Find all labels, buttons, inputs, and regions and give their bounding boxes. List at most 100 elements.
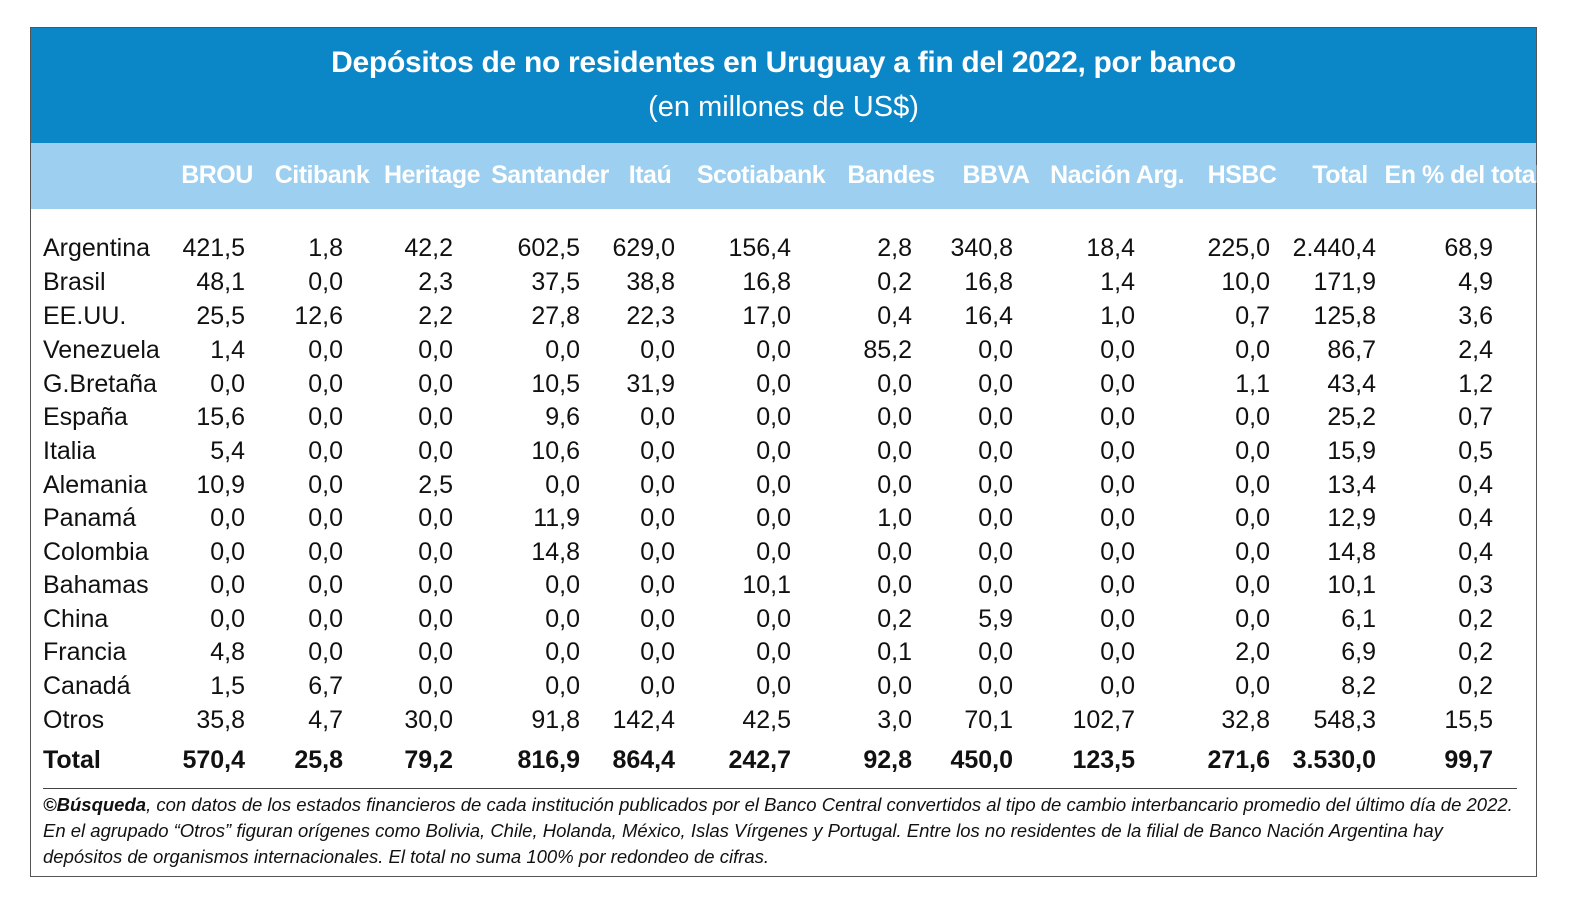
table-cell: 0,0 <box>756 672 791 700</box>
table-cell: 0,0 <box>210 370 245 398</box>
row-label: Brasil <box>43 268 106 296</box>
footnote-divider <box>43 788 1517 789</box>
table-cell: 0,2 <box>1458 672 1493 700</box>
column-header: HSBC <box>1207 161 1277 189</box>
table-cell: 0,7 <box>1235 302 1270 330</box>
table-cell: 0,0 <box>640 403 675 431</box>
table-cell: 0,0 <box>1100 336 1135 364</box>
table-cell: 0,0 <box>877 672 912 700</box>
table-cell: 0,0 <box>1100 571 1135 599</box>
table-cell: 0,0 <box>308 504 343 532</box>
table-cell: 68,9 <box>1444 234 1493 262</box>
table-cell: 0,0 <box>1100 370 1135 398</box>
total-cell: 99,7 <box>1444 746 1493 774</box>
table-cell: 10,0 <box>1221 268 1270 296</box>
table-cell: 0,0 <box>545 638 580 666</box>
table-cell: 5,9 <box>978 605 1013 633</box>
table-cell: 0,0 <box>978 403 1013 431</box>
table-cell: 0,0 <box>756 538 791 566</box>
table-cell: 0,0 <box>210 605 245 633</box>
row-label: Bahamas <box>43 571 149 599</box>
table-cell: 0,0 <box>756 638 791 666</box>
table-cell: 0,0 <box>545 336 580 364</box>
table-cell: 42,5 <box>742 706 791 734</box>
table-cell: 4,9 <box>1458 268 1493 296</box>
table-cell: 0,0 <box>545 605 580 633</box>
column-header: En % del total <box>1384 161 1542 189</box>
table-cell: 2.440,4 <box>1292 234 1376 262</box>
table-cell: 0,4 <box>1458 471 1493 499</box>
row-label: Francia <box>43 638 127 666</box>
table-cell: 86,7 <box>1327 336 1376 364</box>
table-cell: 0,0 <box>308 605 343 633</box>
table-cell: 0,0 <box>418 638 453 666</box>
table-cell: 4,8 <box>210 638 245 666</box>
table-cell: 0,0 <box>1235 471 1270 499</box>
table-cell: 0,0 <box>1235 605 1270 633</box>
column-header: BBVA <box>962 161 1030 189</box>
table-cell: 4,7 <box>308 706 343 734</box>
table-cell: 0,4 <box>877 302 912 330</box>
row-label: China <box>43 605 109 633</box>
table-cell: 0,0 <box>418 370 453 398</box>
total-cell: 242,7 <box>728 746 791 774</box>
table-cell: 629,0 <box>612 234 675 262</box>
table-cell: 0,0 <box>1100 638 1135 666</box>
total-cell: 450,0 <box>950 746 1013 774</box>
table-cell: 1,1 <box>1235 370 1270 398</box>
table-cell: 85,2 <box>863 336 912 364</box>
column-header: BROU <box>181 161 253 189</box>
table-cell: 32,8 <box>1221 706 1270 734</box>
table-cell: 10,6 <box>531 437 580 465</box>
table-cell: 91,8 <box>531 706 580 734</box>
table-cell: 0,0 <box>1100 605 1135 633</box>
table-cell: 2,0 <box>1235 638 1270 666</box>
table-cell: 2,8 <box>877 234 912 262</box>
table-cell: 0,0 <box>877 403 912 431</box>
table-cell: 0,0 <box>640 336 675 364</box>
table-cell: 0,0 <box>1235 571 1270 599</box>
table-cell: 11,9 <box>533 504 580 532</box>
table-cell: 0,2 <box>877 605 912 633</box>
table-cell: 0,0 <box>756 437 791 465</box>
table-cell: 0,4 <box>1458 504 1493 532</box>
chart-title: Depósitos de no residentes en Uruguay a … <box>331 46 1236 79</box>
total-cell: 79,2 <box>404 746 453 774</box>
table-cell: 0,0 <box>640 538 675 566</box>
table-cell: 0,0 <box>1100 538 1135 566</box>
table-cell: 6,9 <box>1341 638 1376 666</box>
table-cell: 1,2 <box>1458 370 1493 398</box>
table-cell: 548,3 <box>1313 706 1376 734</box>
total-cell: 123,5 <box>1072 746 1135 774</box>
table-cell: 0,0 <box>308 538 343 566</box>
total-cell: 864,4 <box>612 746 675 774</box>
table-cell: 0,0 <box>756 504 791 532</box>
table-cell: 0,1 <box>877 638 912 666</box>
row-label: Venezuela <box>43 336 160 364</box>
table-cell: 1,0 <box>1100 302 1135 330</box>
table-cell: 0,0 <box>1235 437 1270 465</box>
table-cell: 0,0 <box>978 471 1013 499</box>
total-cell: 25,8 <box>294 746 343 774</box>
row-label: Argentina <box>43 234 151 262</box>
table-cell: 602,5 <box>517 234 580 262</box>
table-cell: 3,6 <box>1458 302 1493 330</box>
table-cell: 0,0 <box>1235 538 1270 566</box>
table-cell: 0,0 <box>640 504 675 532</box>
table-cell: 8,2 <box>1341 672 1376 700</box>
table-cell: 0,0 <box>418 504 453 532</box>
row-label: Otros <box>43 706 105 734</box>
total-cell: 816,9 <box>517 746 580 774</box>
table-cell: 2,5 <box>418 471 453 499</box>
table-cell: 142,4 <box>612 706 675 734</box>
total-cell: 3.530,0 <box>1292 746 1376 774</box>
table-cell: 1,5 <box>210 672 245 700</box>
column-header: Bandes <box>847 161 935 189</box>
table-card: Depósitos de no residentes en Uruguay a … <box>30 27 1542 877</box>
table-cell: 30,0 <box>404 706 453 734</box>
column-header: Itaú <box>628 161 672 189</box>
table-cell: 10,1 <box>742 571 791 599</box>
table-cell: 10,9 <box>196 471 245 499</box>
row-label: EE.UU. <box>43 302 127 330</box>
table-cell: 0,0 <box>640 437 675 465</box>
